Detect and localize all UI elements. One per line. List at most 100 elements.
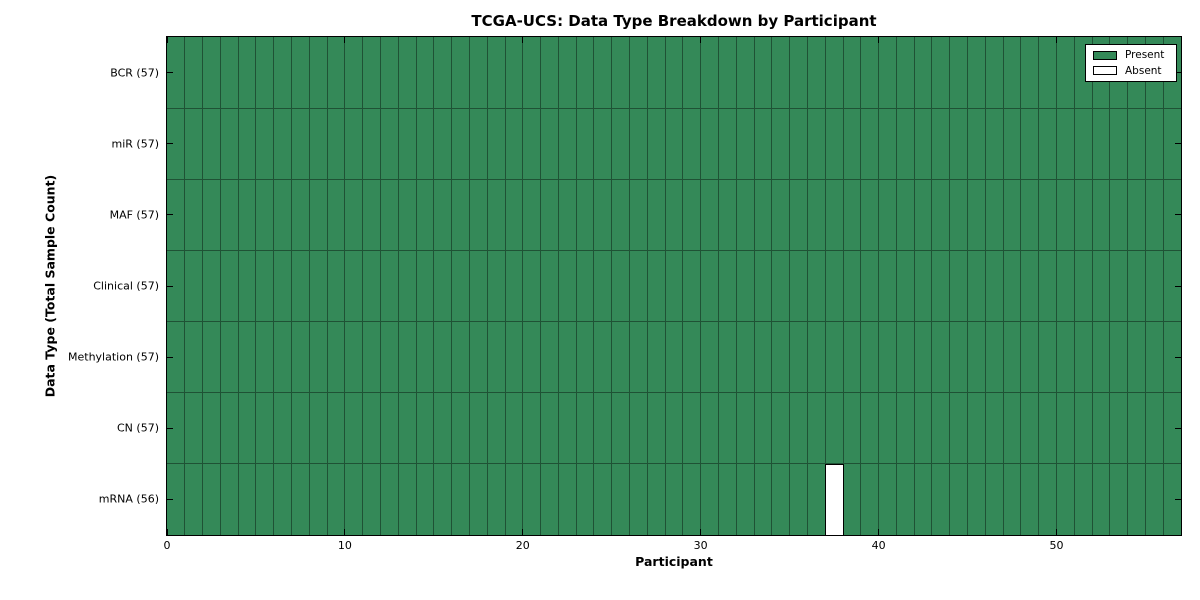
- heatmap-plot-area: [166, 36, 1182, 536]
- cell-separator-vertical: [593, 37, 595, 535]
- legend-label: Present: [1125, 49, 1165, 61]
- cell-separator-vertical: [664, 37, 666, 535]
- x-tick-mark-top: [700, 37, 702, 43]
- chart-title: TCGA-UCS: Data Type Breakdown by Partici…: [471, 12, 877, 30]
- cell-separator-vertical: [842, 37, 844, 535]
- x-tick-label: 10: [337, 539, 352, 552]
- x-tick-label: 0: [163, 539, 171, 552]
- cell-separator-vertical: [522, 37, 524, 535]
- x-tick-label: 50: [1049, 539, 1064, 552]
- legend-label: Absent: [1125, 64, 1162, 77]
- x-tick-mark-bottom: [167, 529, 168, 535]
- legend-item: Present: [1093, 50, 1170, 61]
- y-tick-mark-left: [167, 427, 173, 429]
- cell-separator-vertical: [646, 37, 648, 535]
- cell-separator-vertical: [967, 37, 969, 535]
- cell-separator-vertical: [1091, 37, 1093, 535]
- y-tick-mark-right: [1175, 285, 1181, 287]
- x-axis-label: Participant: [635, 554, 713, 569]
- y-tick-mark-left: [167, 214, 173, 216]
- cell-separator-vertical: [717, 37, 719, 535]
- x-tick-mark-bottom: [344, 529, 346, 535]
- cell-separator-vertical: [557, 37, 559, 535]
- cell-separator-vertical: [629, 37, 631, 535]
- cell-separator-vertical: [291, 37, 293, 535]
- cell-separator-vertical: [184, 37, 186, 535]
- x-tick-mark-top: [167, 37, 168, 43]
- row-separator: [167, 249, 1181, 251]
- cell-separator-vertical: [219, 37, 221, 535]
- cell-separator-vertical: [255, 37, 257, 535]
- cell-separator-vertical: [1127, 37, 1129, 535]
- cell-separator-vertical: [682, 37, 684, 535]
- row-separator: [167, 463, 1181, 465]
- cell-separator-vertical: [700, 37, 702, 535]
- cell-separator-vertical: [1073, 37, 1075, 535]
- cell-separator-vertical: [949, 37, 951, 535]
- x-tick-mark-bottom: [878, 529, 880, 535]
- y-tick-mark-left: [167, 498, 173, 500]
- row-separator: [167, 178, 1181, 180]
- legend-swatch-present-icon: [1093, 50, 1117, 60]
- cell-separator-vertical: [362, 37, 364, 535]
- y-tick-label: mRNA (56): [98, 492, 159, 506]
- x-tick-mark-bottom: [522, 529, 524, 535]
- cell-separator-vertical: [611, 37, 613, 535]
- cell-separator-vertical: [379, 37, 381, 535]
- cell-separator-vertical: [1162, 37, 1164, 535]
- y-tick-label: Methylation (57): [68, 350, 159, 364]
- y-tick-mark-right: [1175, 143, 1181, 145]
- y-tick-label: BCR (57): [110, 66, 159, 80]
- cell-separator-vertical: [237, 37, 239, 535]
- cell-separator-vertical: [344, 37, 346, 535]
- legend-swatch-absent-icon: [1093, 66, 1117, 76]
- x-tick-label: 30: [693, 539, 708, 552]
- y-tick-mark-right: [1175, 427, 1181, 429]
- cell-separator-vertical: [326, 37, 328, 535]
- cell-separator-vertical: [575, 37, 577, 535]
- y-tick-mark-left: [167, 72, 173, 74]
- cell-separator-vertical: [735, 37, 737, 535]
- x-tick-mark-top: [878, 37, 880, 43]
- cell-separator-vertical: [895, 37, 897, 535]
- y-tick-label: miR (57): [111, 137, 160, 151]
- cell-separator-vertical: [1038, 37, 1040, 535]
- x-tick-label: 40: [871, 539, 886, 552]
- cell-separator-vertical: [753, 37, 755, 535]
- cell-separator-vertical: [1002, 37, 1004, 535]
- cell-separator-vertical: [1055, 37, 1057, 535]
- cell-separator-vertical: [433, 37, 435, 535]
- cell-separator-vertical: [1144, 37, 1146, 535]
- x-tick-label: 20: [515, 539, 530, 552]
- cell-separator-vertical: [273, 37, 275, 535]
- y-tick-mark-left: [167, 356, 173, 358]
- cell-separator-vertical: [202, 37, 204, 535]
- y-tick-label: MAF (57): [109, 208, 159, 222]
- y-tick-label: CN (57): [117, 421, 159, 435]
- x-tick-mark-bottom: [700, 529, 702, 535]
- cell-separator-vertical: [540, 37, 542, 535]
- cell-separator-vertical: [931, 37, 933, 535]
- y-tick-mark-left: [167, 285, 173, 287]
- cell-separator-vertical: [451, 37, 453, 535]
- cell-separator-vertical: [486, 37, 488, 535]
- row-separator: [167, 392, 1181, 394]
- cell-separator-vertical: [878, 37, 880, 535]
- heatmap-cell-absent: [825, 463, 844, 535]
- row-separator: [167, 321, 1181, 323]
- y-tick-label: Clinical (57): [93, 279, 159, 293]
- cell-separator-vertical: [984, 37, 986, 535]
- x-tick-mark-top: [1055, 37, 1057, 43]
- y-tick-mark-right: [1175, 498, 1181, 500]
- cell-separator-vertical: [806, 37, 808, 535]
- y-tick-mark-right: [1175, 214, 1181, 216]
- cell-separator-vertical: [504, 37, 506, 535]
- cell-separator-vertical: [415, 37, 417, 535]
- legend-item: Absent: [1093, 64, 1170, 77]
- x-tick-mark-top: [344, 37, 346, 43]
- cell-separator-vertical: [308, 37, 310, 535]
- cell-separator-vertical: [1020, 37, 1022, 535]
- cell-separator-vertical: [824, 37, 826, 535]
- cell-separator-vertical: [771, 37, 773, 535]
